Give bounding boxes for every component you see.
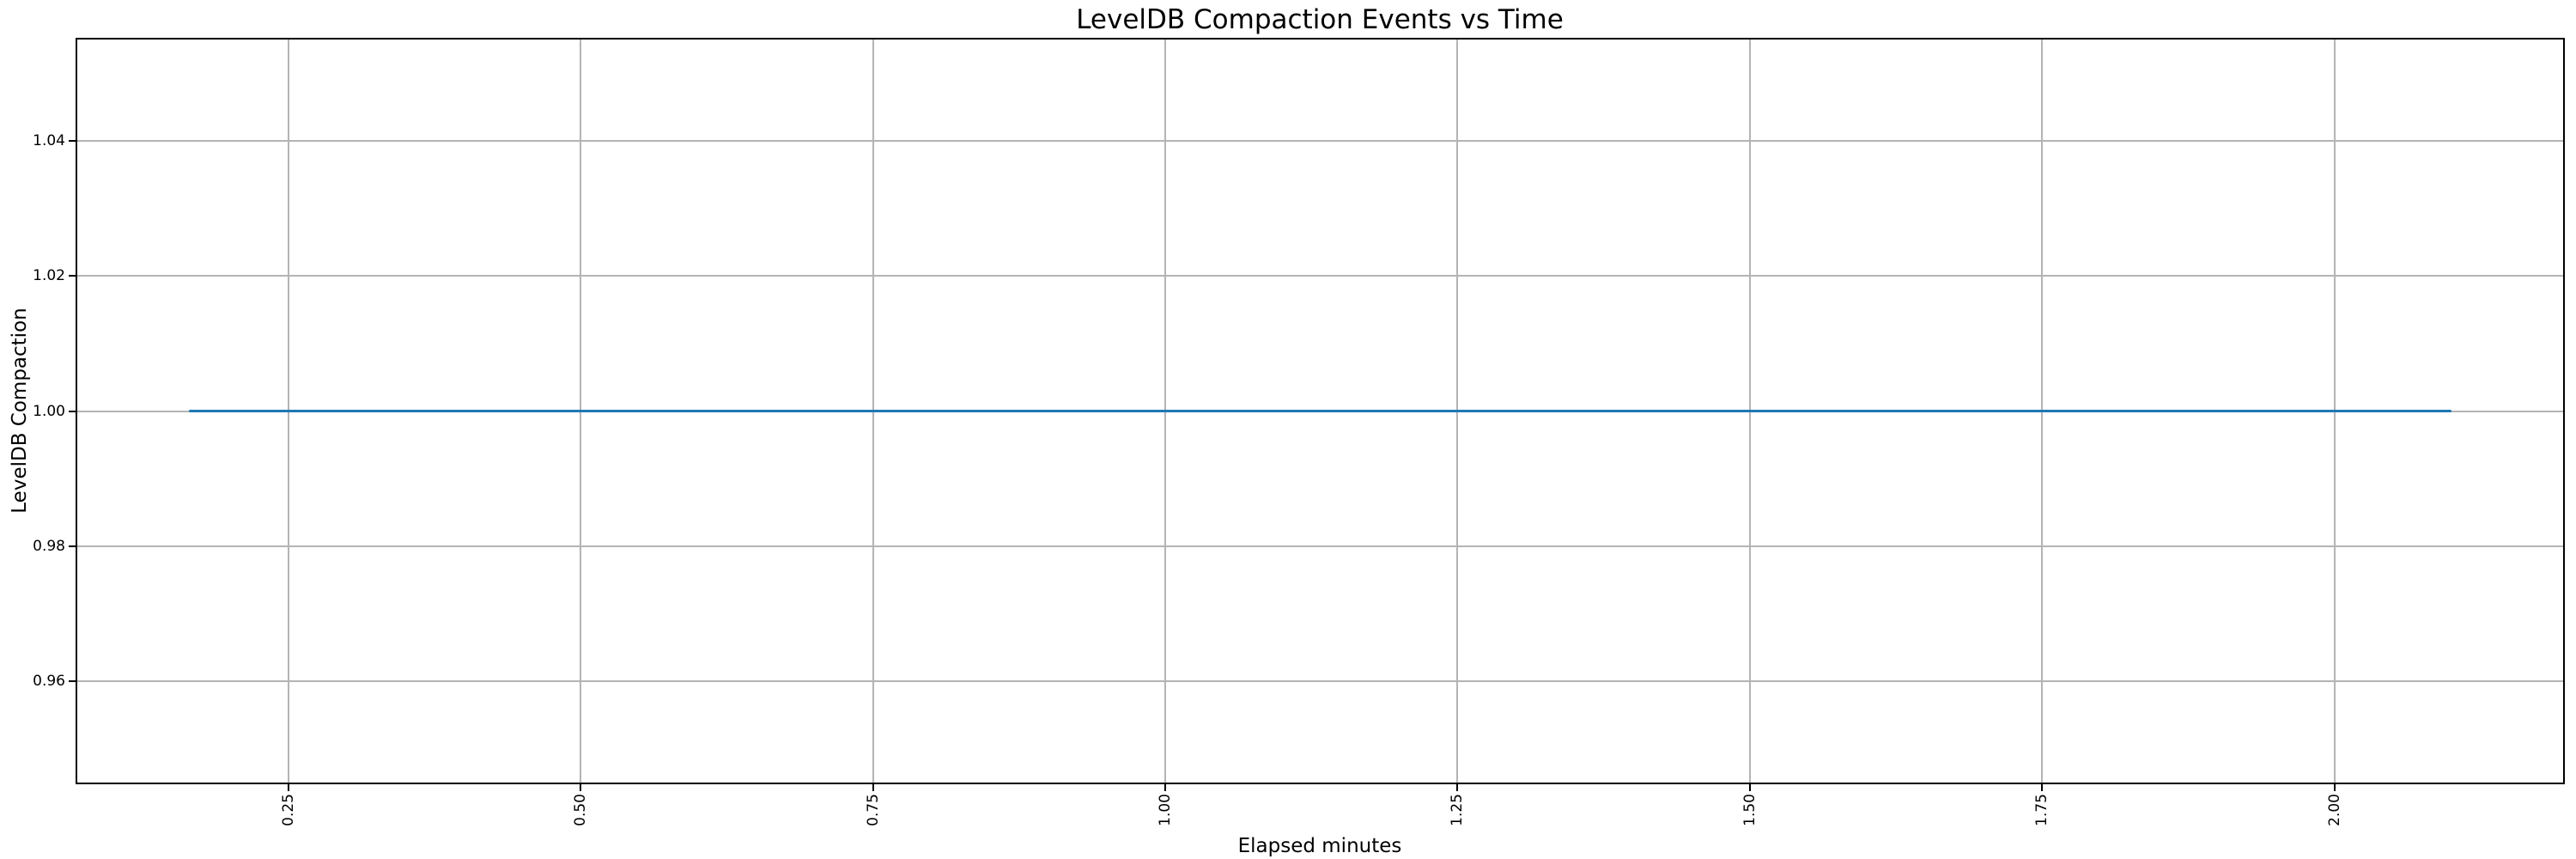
y-tick-label: 1.02 (33, 267, 65, 285)
x-tick-label: 0.50 (572, 794, 590, 826)
x-tick-label: 1.00 (1157, 794, 1175, 826)
series-line-leveldb-compaction (189, 410, 2451, 412)
x-tick-label: 1.75 (2033, 794, 2051, 826)
y-tick-label: 0.96 (33, 672, 65, 690)
y-tick-mark (69, 545, 76, 547)
x-tick-mark (2333, 784, 2336, 791)
y-tick-mark (69, 679, 76, 682)
y-tick-label: 1.04 (33, 132, 65, 150)
x-tick-mark (872, 784, 874, 791)
chart-title: LevelDB Compaction Events vs Time (1076, 4, 1564, 35)
x-tick-label: 0.75 (864, 794, 882, 826)
y-gridline (76, 140, 2565, 143)
y-gridline (76, 679, 2565, 682)
x-tick-label: 2.00 (2325, 794, 2343, 826)
x-tick-mark (2041, 784, 2044, 791)
y-tick-mark (69, 275, 76, 277)
y-tick-mark (69, 140, 76, 143)
x-axis-label: Elapsed minutes (1237, 835, 1402, 857)
x-tick-mark (287, 784, 289, 791)
x-tick-mark (1164, 784, 1167, 791)
y-tick-mark (69, 410, 76, 412)
y-tick-label: 0.98 (33, 537, 65, 555)
y-tick-label: 1.00 (33, 402, 65, 420)
y-gridline (76, 275, 2565, 277)
x-tick-label: 0.25 (279, 794, 297, 826)
x-tick-label: 1.25 (1449, 794, 1467, 826)
x-tick-mark (1748, 784, 1751, 791)
x-tick-label: 1.50 (1741, 794, 1759, 826)
plot-area (76, 38, 2565, 784)
x-tick-mark (1456, 784, 1459, 791)
x-tick-mark (580, 784, 582, 791)
y-gridline (76, 545, 2565, 547)
